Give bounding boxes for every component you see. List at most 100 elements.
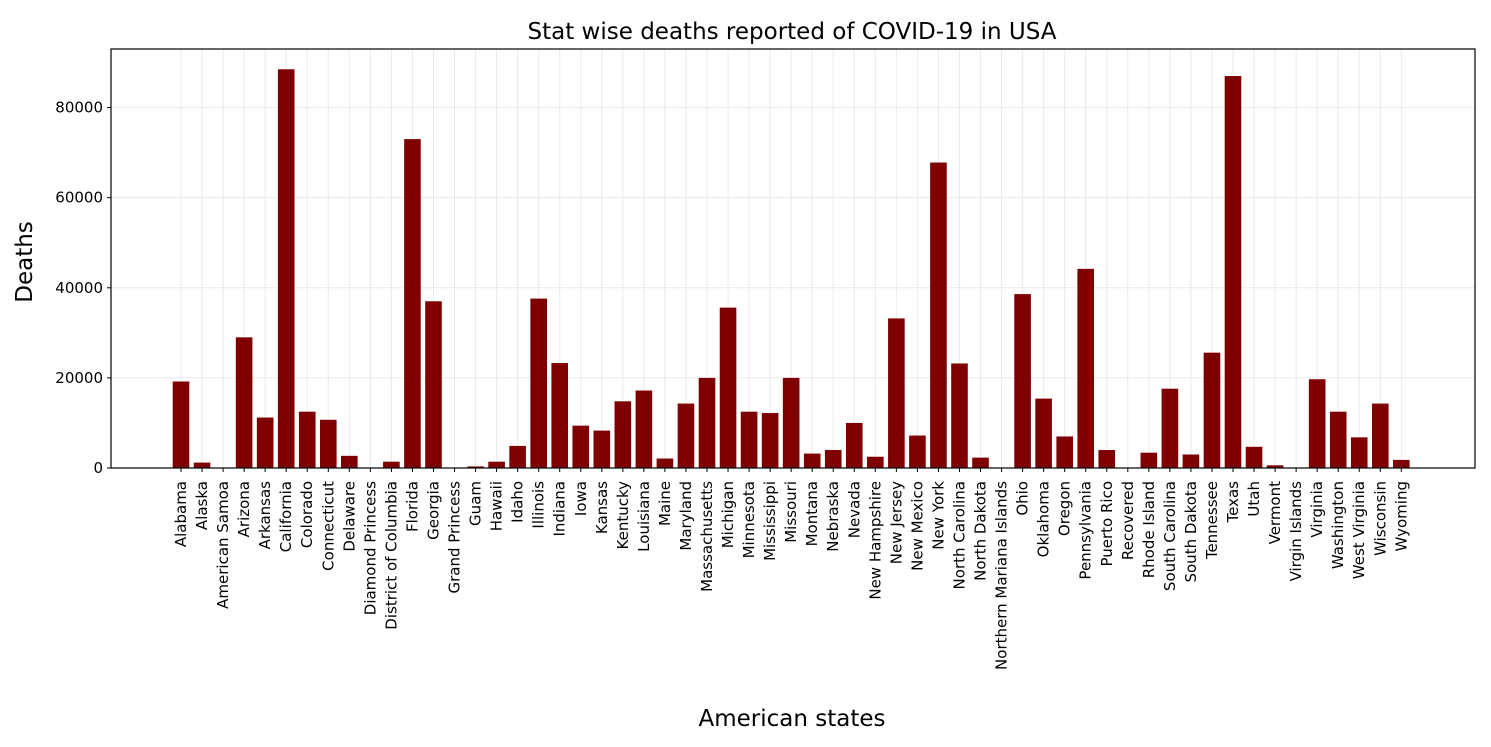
bar xyxy=(909,435,926,468)
bar xyxy=(1161,388,1179,468)
bar xyxy=(404,139,421,468)
bar xyxy=(761,413,779,468)
bar xyxy=(1266,465,1284,468)
y-tick-label: 80000 xyxy=(55,99,103,117)
bar xyxy=(319,419,337,468)
bar xyxy=(1393,459,1410,468)
bar xyxy=(1140,452,1158,468)
bar xyxy=(193,462,211,468)
x-axis-ticks: Alabama Alaska American Samoa Arizona Arkans… xyxy=(172,468,1410,670)
bar xyxy=(803,453,821,468)
bar xyxy=(740,411,758,468)
bar xyxy=(719,307,737,468)
y-tick-label: 20000 xyxy=(55,369,103,387)
x-tick-label: American Samoa xyxy=(214,481,232,609)
x-tick-label: Illinois xyxy=(530,481,548,529)
x-tick-label: Pennsylvania xyxy=(1077,481,1095,580)
x-tick-label: Virgin Islands xyxy=(1287,481,1305,582)
bar xyxy=(930,162,947,469)
bar xyxy=(1350,437,1368,468)
bar xyxy=(1098,449,1116,468)
x-tick-label: Oregon xyxy=(1056,481,1074,536)
x-tick-label: Delaware xyxy=(340,481,358,552)
x-tick-label: Arizona xyxy=(235,481,253,537)
bar xyxy=(1371,403,1389,468)
x-tick-label: South Carolina xyxy=(1161,481,1179,591)
x-tick-label: New York xyxy=(929,481,947,550)
bar xyxy=(782,377,800,468)
x-tick-label: Nebraska xyxy=(824,481,842,552)
x-tick-label: Grand Princess xyxy=(446,481,464,594)
bars xyxy=(172,69,1410,469)
x-tick-label: North Carolina xyxy=(950,481,968,589)
x-tick-label: North Dakota xyxy=(972,481,990,581)
x-tick-label: Alaska xyxy=(193,481,211,530)
x-tick-label: Oklahoma xyxy=(1035,481,1053,557)
x-tick-label: Vermont xyxy=(1266,481,1284,545)
bar xyxy=(698,377,716,468)
x-tick-label: Northern Mariana Islands xyxy=(993,481,1011,670)
bar xyxy=(1014,294,1031,468)
x-tick-label: New Jersey xyxy=(887,481,905,564)
x-tick-label: Indiana xyxy=(551,481,569,537)
x-tick-label: Alabama xyxy=(172,481,190,547)
bar xyxy=(425,301,442,468)
bar xyxy=(1245,446,1263,468)
bar xyxy=(1035,398,1052,468)
y-tick-label: 0 xyxy=(93,459,103,477)
bar xyxy=(172,381,190,468)
bar xyxy=(1182,454,1200,468)
bar xyxy=(845,422,863,468)
bar xyxy=(1077,268,1095,468)
x-tick-label: Washington xyxy=(1329,481,1347,569)
x-tick-label: Tennessee xyxy=(1203,481,1221,560)
bar xyxy=(530,298,547,468)
bar xyxy=(235,337,253,468)
x-tick-label: Recovered xyxy=(1119,481,1137,560)
x-tick-label: Diamond Princess xyxy=(361,481,379,615)
x-tick-label: Colorado xyxy=(298,481,316,548)
x-tick-label: Georgia xyxy=(424,481,442,540)
x-tick-label: Maine xyxy=(656,481,674,526)
x-tick-label: West Virginia xyxy=(1350,481,1368,579)
x-tick-label: Puerto Rico xyxy=(1098,481,1116,567)
bar xyxy=(298,411,316,468)
x-axis-label: American states xyxy=(698,706,885,732)
x-tick-label: South Dakota xyxy=(1182,481,1200,583)
x-tick-label: Ohio xyxy=(1014,481,1032,516)
bar xyxy=(614,401,632,468)
x-tick-label: California xyxy=(277,481,295,552)
x-tick-label: Montana xyxy=(803,481,821,546)
bar xyxy=(888,318,905,468)
x-tick-label: District of Columbia xyxy=(382,481,400,630)
x-tick-label: Iowa xyxy=(572,481,590,516)
bar xyxy=(656,458,674,468)
x-tick-label: Virginia xyxy=(1308,481,1326,538)
y-tick-label: 60000 xyxy=(55,189,103,207)
x-tick-label: Utah xyxy=(1245,481,1263,517)
x-tick-label: Florida xyxy=(403,481,421,532)
x-tick-label: Texas xyxy=(1224,481,1242,524)
x-tick-label: New Hampshire xyxy=(866,481,884,600)
x-tick-label: New Mexico xyxy=(908,481,926,571)
x-tick-label: Rhode Island xyxy=(1140,481,1158,578)
x-tick-label: Guam xyxy=(467,481,485,526)
bar xyxy=(593,430,611,468)
x-tick-label: Connecticut xyxy=(319,481,337,571)
bar xyxy=(277,69,295,468)
bar xyxy=(341,455,358,468)
bar xyxy=(867,456,884,468)
bar xyxy=(256,417,274,468)
x-tick-label: Michigan xyxy=(719,481,737,548)
x-tick-label: Wisconsin xyxy=(1371,481,1389,556)
x-tick-label: Hawaii xyxy=(488,481,506,531)
bar xyxy=(824,449,842,468)
bar xyxy=(1056,436,1073,468)
bar xyxy=(572,425,590,468)
x-tick-label: Arkansas xyxy=(256,481,274,550)
bar xyxy=(972,457,989,468)
x-tick-label: Minnesota xyxy=(740,481,758,558)
x-tick-label: Massachusetts xyxy=(698,481,716,592)
y-axis-label: Deaths xyxy=(12,221,38,303)
